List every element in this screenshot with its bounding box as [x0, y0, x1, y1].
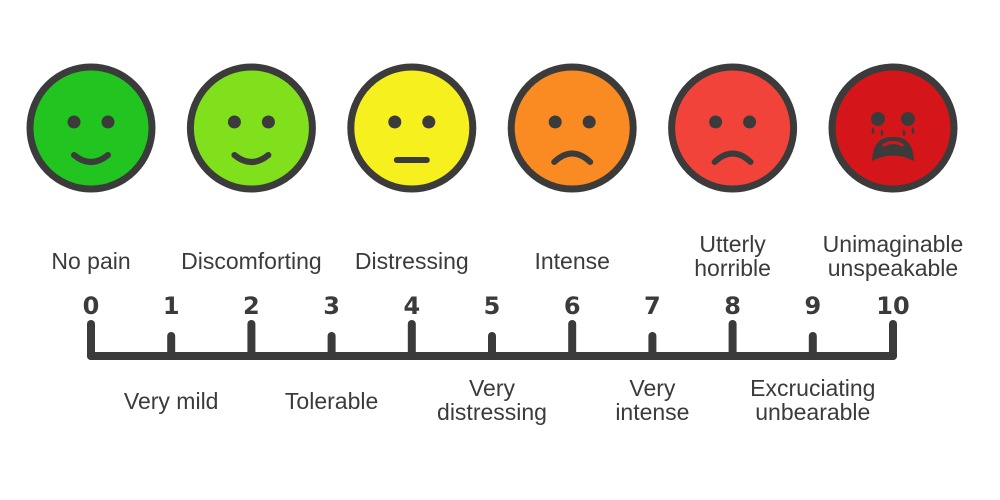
tick-label-3: 3	[323, 292, 340, 320]
mouth-inner	[882, 141, 904, 147]
pain-label-line: Tolerable	[285, 388, 378, 414]
pain-label-3: Tolerable	[285, 388, 378, 414]
mouth-icon	[231, 152, 272, 165]
mouth-icon	[71, 152, 111, 165]
pain-label-line: intense	[615, 399, 689, 425]
tear-icon	[871, 127, 875, 134]
pain-label-10: Unimaginable unspeakable	[823, 231, 964, 281]
mouth-icon	[872, 136, 914, 161]
face-circle	[828, 63, 958, 193]
tick-label-1: 1	[163, 292, 180, 320]
pain-label-line: Very	[629, 375, 676, 401]
eye-icon	[101, 115, 115, 129]
eye-icon	[548, 115, 562, 129]
pain-label-line: Very	[469, 375, 516, 401]
face-circle	[347, 63, 477, 193]
pain-label-4: Distressing	[355, 248, 469, 274]
face-0	[26, 63, 156, 193]
tick-label-5: 5	[484, 292, 501, 320]
face-circle	[26, 63, 156, 193]
tear-icon	[902, 129, 906, 136]
tick-label-6: 6	[564, 292, 581, 320]
pain-label-line: No pain	[51, 248, 130, 274]
face-circle	[186, 63, 316, 193]
pain-label-line: horrible	[694, 255, 771, 281]
eye-icon	[582, 115, 596, 129]
pain-label-line: unbearable	[755, 399, 870, 425]
pain-label-6: Intense	[534, 248, 609, 274]
eye-icon	[709, 115, 723, 129]
pain-label-line: Intense	[534, 248, 609, 274]
face-circle	[668, 63, 798, 193]
eye-icon	[388, 115, 402, 129]
eye-icon	[227, 115, 241, 129]
tick-label-9: 9	[804, 292, 821, 320]
face-6	[507, 63, 637, 193]
pain-label-line: Very mild	[124, 388, 219, 414]
tear-icon	[880, 129, 884, 136]
face-circle	[507, 63, 637, 193]
face-4	[347, 63, 477, 193]
pain-label-5: Very distressing	[437, 375, 547, 425]
tick-label-2: 2	[243, 292, 260, 320]
tick-label-4: 4	[403, 292, 420, 320]
tear-icon	[911, 127, 915, 134]
face-10	[828, 63, 958, 193]
eye-icon	[261, 115, 275, 129]
pain-label-9: Excruciating unbearable	[750, 375, 875, 425]
tick-label-0: 0	[83, 292, 100, 320]
mouth-icon	[711, 150, 754, 165]
pain-label-line: Excruciating	[750, 375, 875, 401]
face-8	[668, 63, 798, 193]
eye-icon	[901, 112, 915, 126]
tick-label-10: 10	[876, 292, 909, 320]
mouth-icon	[551, 150, 594, 165]
pain-label-line: Distressing	[355, 248, 469, 274]
pain-label-1: Very mild	[124, 388, 219, 414]
face-2	[186, 63, 316, 193]
pain-label-0: No pain	[51, 248, 130, 274]
pain-label-2: Discomforting	[181, 248, 322, 274]
tick-label-7: 7	[644, 292, 661, 320]
pain-label-7: Very intense	[615, 375, 689, 425]
pain-label-8: Utterly horrible	[694, 231, 771, 281]
pain-label-line: Utterly	[699, 231, 766, 257]
eye-icon	[67, 115, 81, 129]
eye-icon	[743, 115, 757, 129]
pain-label-line: Unimaginable	[823, 231, 964, 257]
pain-label-line: Discomforting	[181, 248, 322, 274]
tick-label-8: 8	[724, 292, 741, 320]
pain-label-line: unspeakable	[828, 255, 958, 281]
pain-label-line: distressing	[437, 399, 547, 425]
eye-icon	[422, 115, 436, 129]
eye-icon	[871, 112, 885, 126]
